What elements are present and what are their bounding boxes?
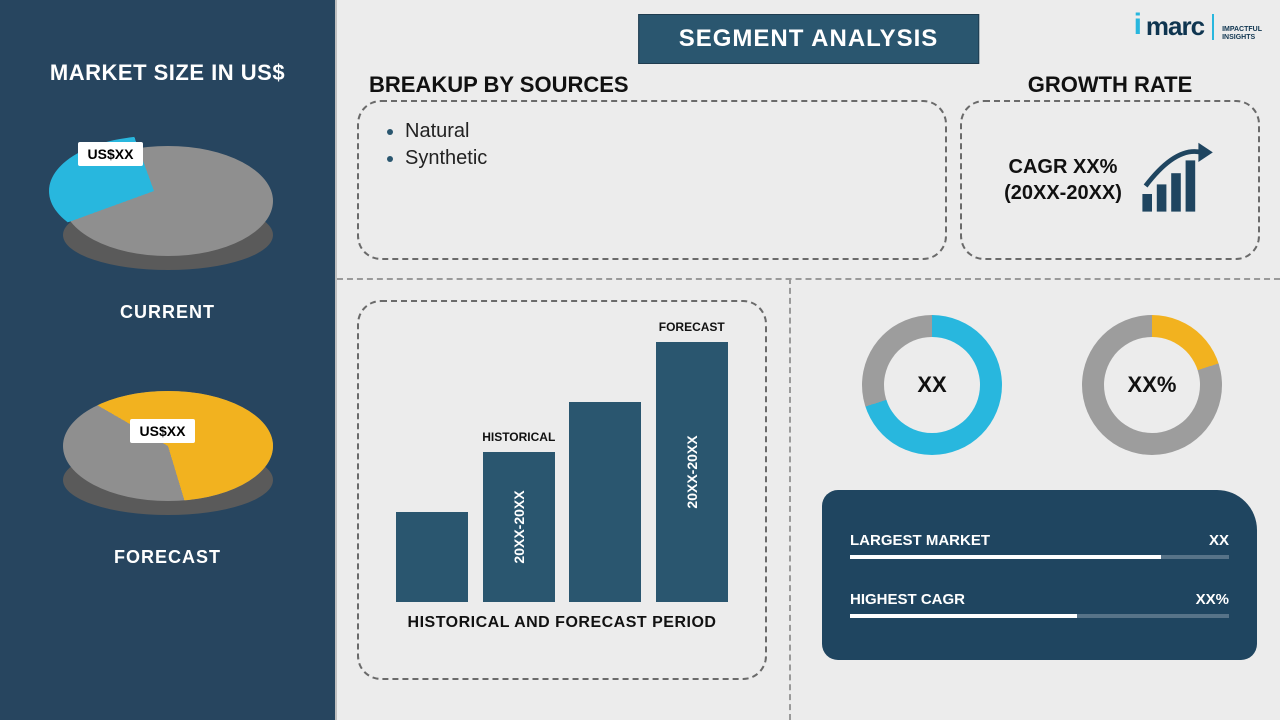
- panel-bar-chart: 20XX-20XXHISTORICAL20XX-20XXFORECAST HIS…: [357, 300, 767, 680]
- sources-item: Synthetic: [387, 147, 917, 170]
- logo-tag1: IMPACTFUL: [1222, 26, 1262, 34]
- stat-label: LARGEST MARKET: [850, 532, 990, 549]
- donut-label: XX: [884, 337, 980, 433]
- sources-heading: BREAKUP BY SOURCES: [369, 72, 935, 98]
- stat-row: LARGEST MARKET XX: [850, 532, 1229, 559]
- panel-growth-rate: GROWTH RATE CAGR XX% (20XX-20XX): [960, 100, 1260, 260]
- donut-row: XX XX%: [822, 305, 1262, 465]
- pie-current-value: US$XX: [78, 142, 144, 166]
- sources-item: Natural: [387, 120, 917, 143]
- growth-text: CAGR XX% (20XX-20XX): [1004, 154, 1122, 206]
- vertical-separator: [789, 278, 791, 720]
- bar: [569, 402, 641, 602]
- donut-label: XX%: [1104, 337, 1200, 433]
- growth-arrow-icon: [1136, 138, 1216, 223]
- pie-current: US$XX: [48, 116, 288, 286]
- stat-label: HIGHEST CAGR: [850, 591, 965, 608]
- stat-card: LARGEST MARKET XX HIGHEST CAGR XX%: [822, 490, 1257, 660]
- bars-caption: HISTORICAL AND FORECAST PERIOD: [389, 614, 735, 632]
- stat-value: XX: [1209, 532, 1229, 549]
- stat-value: XX%: [1196, 591, 1229, 608]
- growth-cagr: CAGR XX%: [1004, 154, 1122, 180]
- panel-sources: BREAKUP BY SOURCES NaturalSynthetic: [357, 100, 947, 260]
- stat-row: HIGHEST CAGR XX%: [850, 591, 1229, 618]
- growth-heading: GROWTH RATE: [972, 72, 1248, 98]
- page-title: SEGMENT ANALYSIS: [638, 14, 980, 64]
- bar: 20XX-20XXFORECAST: [656, 342, 728, 602]
- bar-period-label: 20XX-20XX: [684, 435, 700, 508]
- market-size-sidebar: MARKET SIZE IN US$ US$XX CURRENT US$XX F…: [0, 0, 335, 720]
- logo-i: i: [1134, 8, 1142, 42]
- bar: 20XX-20XXHISTORICAL: [483, 452, 555, 602]
- donut: XX: [862, 315, 1002, 455]
- pie-current-caption: CURRENT: [120, 302, 215, 323]
- pie-forecast-value: US$XX: [130, 419, 196, 443]
- donut: XX%: [1082, 315, 1222, 455]
- bar-top-label: FORECAST: [659, 320, 725, 334]
- logo-tag2: INSIGHTS: [1222, 34, 1262, 42]
- bars-area: 20XX-20XXHISTORICAL20XX-20XXFORECAST: [389, 322, 735, 602]
- growth-period: (20XX-20XX): [1004, 180, 1122, 206]
- sources-list: Natural Synthetic: [387, 120, 917, 170]
- horizontal-separator: [337, 278, 1280, 280]
- bar-period-label: 20XX-20XX: [511, 490, 527, 563]
- brand-logo: i marc IMPACTFUL INSIGHTS: [1134, 8, 1262, 42]
- sidebar-title: MARKET SIZE IN US$: [50, 60, 285, 86]
- main-area: SEGMENT ANALYSIS i marc IMPACTFUL INSIGH…: [335, 0, 1280, 720]
- bar-top-label: HISTORICAL: [482, 430, 555, 444]
- logo-marc: marc: [1146, 11, 1204, 42]
- pie-forecast: US$XX: [48, 361, 288, 531]
- pie-forecast-caption: FORECAST: [114, 547, 221, 568]
- bar: [396, 512, 468, 602]
